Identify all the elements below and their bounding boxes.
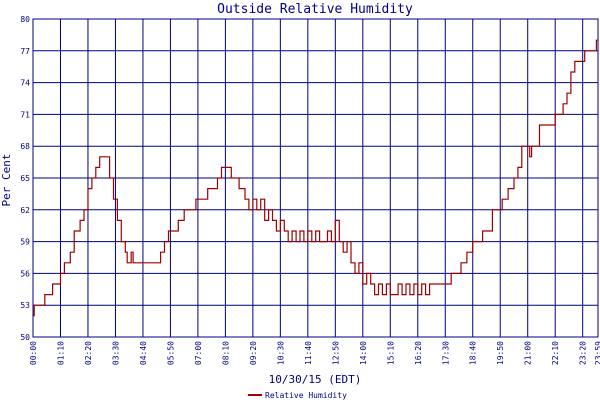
x-tick-label: 22:10 [551, 341, 560, 365]
y-tick-label: 77 [20, 47, 30, 56]
grid [32, 18, 599, 338]
y-tick-label: 59 [20, 238, 30, 247]
y-axis-label: Per Cent [0, 154, 13, 207]
legend: Relative Humidity [248, 391, 347, 400]
x-axis-label: 10/30/15 (EDT) [269, 373, 362, 386]
x-tick-label: 15:10 [386, 341, 395, 365]
y-tick-label: 62 [20, 206, 30, 215]
x-tick-label: 17:30 [441, 341, 450, 365]
legend-label: Relative Humidity [265, 391, 347, 400]
x-tick-label: 00:00 [29, 341, 38, 365]
x-tick-label: 19:50 [496, 341, 505, 365]
series-layer [33, 39, 598, 317]
x-tick-label: 09:20 [249, 341, 258, 365]
y-tick-label: 74 [20, 79, 30, 88]
chart-title: Outside Relative Humidity [217, 2, 413, 17]
x-tick-label: 21:00 [524, 341, 533, 365]
x-tick-label-end: 23:59 [594, 341, 600, 365]
x-tick-label: 08:10 [221, 341, 230, 365]
y-tick-label: 65 [20, 174, 30, 183]
x-tick-label: 12:50 [331, 341, 340, 365]
x-axis-ticks: 00:00 01:10 02:20 03:30 04:40 05:50 07:00 08:10… [29, 341, 600, 365]
x-tick-label: 16:20 [414, 341, 423, 365]
x-tick-label: 11:40 [304, 341, 313, 365]
x-tick-label: 14:00 [359, 341, 368, 365]
y-tick-label: 53 [20, 301, 30, 310]
x-tick-label: 01:10 [56, 341, 65, 365]
y-axis-ticks: 50 53 56 59 62 65 68 71 74 77 80 [20, 15, 30, 342]
x-tick-label: 10:30 [276, 341, 285, 365]
y-tick-label: 71 [20, 110, 30, 119]
x-tick-label: 05:50 [166, 341, 175, 365]
x-tick-label: 03:30 [111, 341, 120, 365]
x-tick-label: 02:20 [84, 341, 93, 365]
y-tick-label: 80 [20, 15, 30, 24]
y-tick-label: 68 [20, 142, 30, 151]
x-tick-label: 07:00 [194, 341, 203, 365]
y-tick-label: 50 [20, 333, 30, 342]
x-tick-label: 18:40 [469, 341, 478, 365]
series-line-relative-humidity [33, 39, 598, 317]
x-tick-label: 23:20 [579, 341, 588, 365]
y-tick-label: 56 [20, 269, 30, 278]
x-tick-label: 04:40 [139, 341, 148, 365]
